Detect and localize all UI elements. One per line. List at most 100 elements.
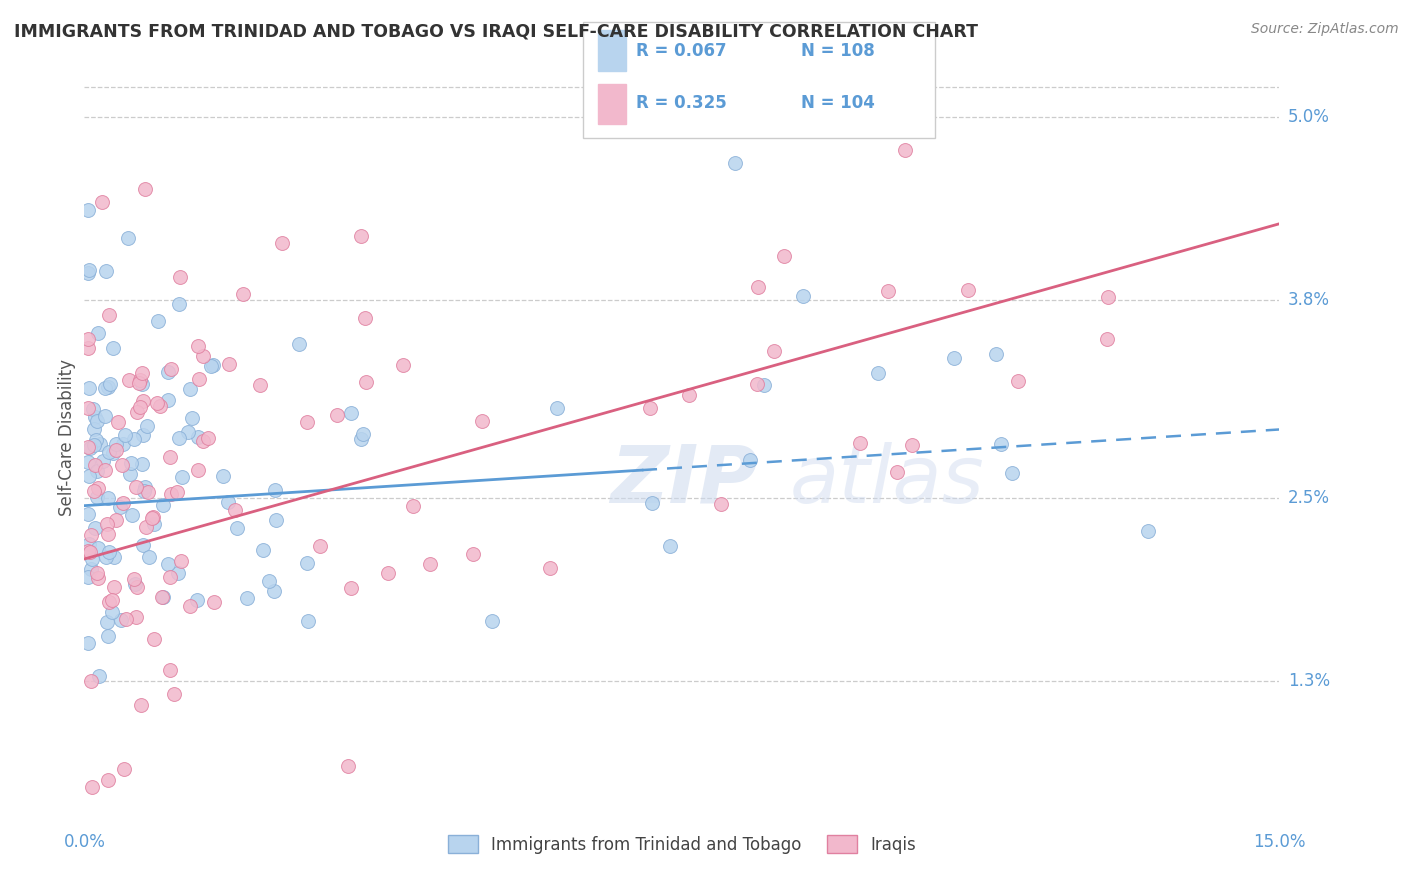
Point (152, 590, 174, 604)
Point (481, 614, 503, 628)
Point (179, 382, 201, 396)
Point (197, 431, 219, 445)
Point (77, 636, 100, 650)
Point (901, 438, 924, 452)
Point (96, 517, 118, 532)
Point (167, 431, 190, 445)
Point (132, 538, 155, 552)
Point (110, 613, 132, 627)
Point (187, 339, 209, 353)
Point (538, 561, 561, 575)
Point (288, 337, 311, 351)
Point (138, 485, 160, 500)
Point (295, 415, 318, 429)
Point (159, 663, 181, 677)
Text: ZIP: ZIP (610, 442, 758, 520)
Point (336, 759, 359, 773)
Point (295, 557, 318, 571)
Point (77, 544, 100, 558)
Point (402, 499, 425, 513)
Point (97, 526, 120, 541)
Point (143, 632, 166, 647)
Point (167, 566, 190, 580)
Point (325, 408, 347, 422)
Point (866, 366, 889, 380)
Point (915, 95, 938, 109)
Point (107, 415, 129, 429)
Point (141, 511, 163, 525)
Point (124, 576, 146, 591)
Point (77, 381, 100, 395)
Point (886, 465, 908, 479)
Point (212, 469, 235, 483)
Point (90, 195, 112, 210)
Point (83, 422, 105, 436)
Bar (598, 30, 626, 71)
Point (655, 95, 678, 109)
Point (876, 284, 898, 298)
Point (193, 434, 215, 449)
Legend: Immigrants from Trinidad and Tobago, Iraqis: Immigrants from Trinidad and Tobago, Ira… (441, 829, 922, 860)
Point (77, 202, 100, 217)
Point (131, 428, 153, 442)
Point (135, 520, 157, 534)
Point (747, 279, 769, 293)
Point (77, 267, 100, 281)
Point (257, 574, 280, 588)
Text: 1.3%: 1.3% (1288, 672, 1330, 690)
Text: 0.0%: 0.0% (63, 833, 105, 851)
Point (77, 570, 100, 584)
Point (724, 156, 747, 170)
Point (112, 496, 135, 510)
Point (120, 457, 142, 471)
Point (97, 772, 120, 787)
Point (125, 580, 148, 594)
Text: 3.8%: 3.8% (1288, 291, 1330, 309)
Point (125, 610, 148, 624)
Point (172, 470, 194, 484)
Point (87, 541, 110, 555)
Point (77, 440, 100, 454)
Point (849, 436, 872, 450)
Text: atlas: atlas (790, 442, 984, 520)
Point (354, 375, 377, 389)
Point (101, 592, 124, 607)
Point (83, 484, 105, 499)
Point (762, 343, 785, 358)
Text: R = 0.325: R = 0.325 (637, 95, 727, 112)
Point (990, 436, 1012, 450)
Point (352, 427, 374, 442)
Point (96, 615, 118, 629)
Point (134, 182, 156, 196)
Text: R = 0.067: R = 0.067 (637, 42, 727, 61)
Point (187, 462, 209, 476)
FancyBboxPatch shape (583, 22, 935, 138)
Point (149, 399, 172, 413)
Point (84, 433, 107, 447)
Point (112, 436, 135, 450)
Point (128, 376, 150, 391)
Point (218, 357, 240, 371)
Point (263, 583, 285, 598)
Point (97, 629, 120, 643)
Point (658, 539, 681, 553)
Point (96, 263, 118, 277)
Point (77, 263, 100, 277)
Point (131, 698, 153, 713)
Point (142, 516, 165, 531)
Point (93, 454, 115, 468)
Point (146, 396, 169, 410)
Point (226, 521, 249, 535)
Point (132, 394, 155, 409)
Point (773, 249, 796, 263)
Point (169, 297, 191, 311)
Point (131, 376, 153, 391)
Point (943, 351, 966, 366)
Point (77, 401, 100, 415)
Point (354, 311, 377, 326)
Point (87, 326, 110, 340)
Point (186, 593, 208, 607)
Point (122, 432, 145, 446)
Point (134, 480, 156, 494)
Point (94, 409, 117, 423)
